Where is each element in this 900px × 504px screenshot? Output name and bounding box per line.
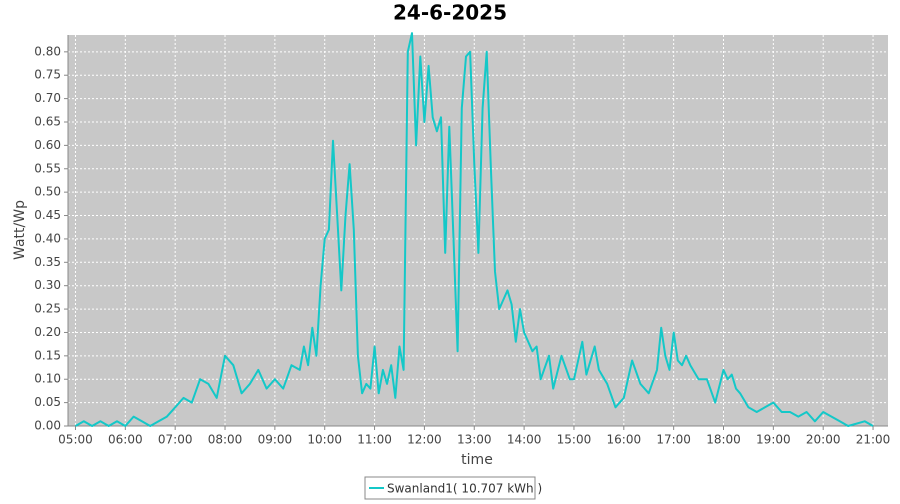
legend-label: Swanland1( 10.707 kWh ): [387, 482, 542, 496]
x-tick-label: 09:00: [258, 433, 293, 447]
y-tick-label: 0.35: [34, 255, 61, 269]
y-tick-label: 0.70: [34, 91, 61, 105]
x-axis-label: time: [461, 452, 493, 468]
x-tick-label: 10:00: [307, 433, 342, 447]
y-tick-label: 0.40: [34, 231, 61, 245]
y-tick-label: 0.10: [34, 372, 61, 386]
x-tick-label: 13:00: [457, 433, 492, 447]
y-tick-label: 0.60: [34, 138, 61, 152]
y-tick-label: 0.65: [34, 114, 61, 128]
x-tick-label: 11:00: [357, 433, 392, 447]
x-tick-label: 16:00: [607, 433, 642, 447]
y-tick-label: 0.55: [34, 161, 61, 175]
y-tick-label: 0.20: [34, 325, 61, 339]
data-line: [75, 32, 874, 427]
x-tick-label: 14:00: [507, 433, 542, 447]
x-tick-label: 06:00: [108, 433, 143, 447]
x-tick-label: 07:00: [158, 433, 193, 447]
y-tick-label: 0.75: [34, 68, 61, 82]
x-tick-label: 18:00: [706, 433, 741, 447]
y-tick-label: 0.15: [34, 348, 61, 362]
y-tick-label: 0.45: [34, 208, 61, 222]
y-tick-label: 0.00: [34, 419, 61, 433]
y-tick-label: 0.25: [34, 302, 61, 316]
legend-box: [364, 476, 536, 500]
x-tick-label: 17:00: [656, 433, 691, 447]
x-tick-label: 19:00: [756, 433, 791, 447]
y-tick-label: 0.30: [34, 278, 61, 292]
x-tick-label: 15:00: [557, 433, 592, 447]
x-tick-label: 05:00: [58, 433, 93, 447]
y-tick-label: 0.05: [34, 395, 61, 409]
chart-title: 24-6-2025: [393, 1, 507, 25]
x-tick-label: 08:00: [208, 433, 243, 447]
x-tick-label: 20:00: [806, 433, 841, 447]
y-tick-label: 0.80: [34, 44, 61, 58]
x-tick-label: 12:00: [407, 433, 442, 447]
y-tick-label: 0.50: [34, 185, 61, 199]
x-tick-label: 21:00: [856, 433, 891, 447]
y-axis-label: Watt/Wp: [12, 200, 28, 260]
